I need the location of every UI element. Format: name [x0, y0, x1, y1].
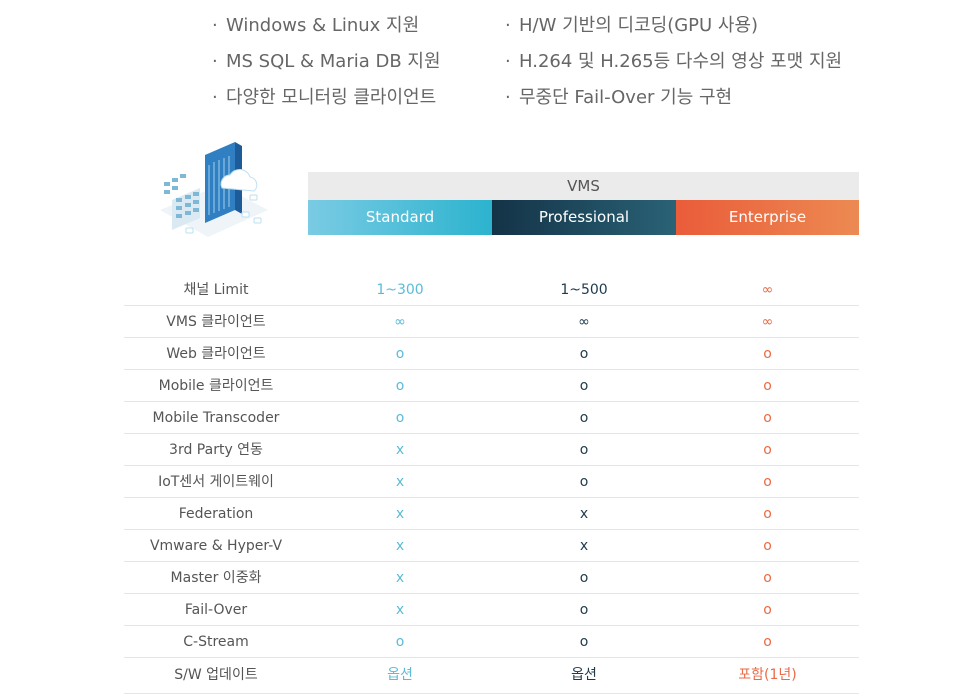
- table-row: Vmware & Hyper-V x x o: [124, 530, 859, 562]
- feature-list: · Windows & Linux 지원 · MS SQL & Maria DB 지…: [0, 10, 980, 120]
- enterprise-cell: o: [763, 602, 772, 618]
- feature-item: · H.264 및 H.265등 다수의 영상 포맷 지원: [505, 46, 842, 82]
- feature-item: · H/W 기반의 디코딩(GPU 사용): [505, 10, 842, 46]
- feature-name-cell: Fail-Over: [184, 602, 248, 618]
- standard-cell: x: [395, 474, 405, 490]
- feature-list-left: · Windows & Linux 지원 · MS SQL & Maria DB 지…: [212, 10, 441, 118]
- bullet: ·: [505, 51, 511, 72]
- feature-text: H/W 기반의 디코딩(GPU 사용): [519, 15, 759, 36]
- feature-name-cell: Vmware & Hyper-V: [149, 538, 283, 554]
- enterprise-cell: o: [763, 570, 772, 586]
- feature-item: · Windows & Linux 지원: [212, 10, 441, 46]
- feature-text: MS SQL & Maria DB 지원: [226, 51, 441, 72]
- enterprise-cell: o: [763, 634, 772, 650]
- server-cloud-icon: [150, 140, 275, 245]
- bullet: ·: [505, 87, 511, 108]
- professional-cell: o: [579, 474, 589, 490]
- standard-cell: x: [395, 602, 405, 618]
- feature-name-cell: VMS 클라이언트: [166, 314, 266, 330]
- bullet: ·: [212, 51, 218, 72]
- standard-cell: o: [395, 346, 405, 362]
- table-row: Mobile 클라이언트 o o o: [124, 370, 859, 402]
- feature-name-cell: Master 이중화: [170, 570, 262, 586]
- feature-item: · 무중단 Fail-Over 기능 구현: [505, 82, 842, 118]
- enterprise-cell: ∞: [761, 282, 774, 298]
- feature-name-cell: S/W 업데이트: [174, 667, 258, 683]
- standard-cell: o: [395, 378, 405, 394]
- bullet: ·: [212, 15, 218, 36]
- table-row: Mobile Transcoder o o o: [124, 402, 859, 434]
- feature-item: · 다양한 모니터링 클라이언트: [212, 82, 441, 118]
- vms-header: VMS Standard Professional Enterprise: [308, 172, 859, 235]
- table-row: C-Stream o o o: [124, 626, 859, 658]
- professional-cell: o: [579, 442, 589, 458]
- comparison-table: 채널 Limit 1~300 1~500 ∞ VMS 클라이언트 ∞ ∞ ∞ Web 클라이언트…: [124, 274, 859, 694]
- feature-name-cell: 채널 Limit: [183, 282, 249, 298]
- professional-cell: ∞: [578, 314, 590, 330]
- professional-cell: x: [579, 538, 589, 554]
- feature-name-cell: Web 클라이언트: [166, 346, 266, 362]
- professional-cell: o: [579, 634, 589, 650]
- feature-name-cell: C-Stream: [183, 634, 249, 650]
- feature-name-cell: Federation: [178, 506, 254, 522]
- feature-name-cell: Mobile 클라이언트: [158, 378, 274, 394]
- professional-cell: 옵션: [571, 667, 597, 683]
- enterprise-cell: o: [763, 538, 772, 554]
- table-row: 3rd Party 연동 x o o: [124, 434, 859, 466]
- enterprise-cell: o: [763, 410, 772, 426]
- professional-cell: o: [579, 570, 589, 586]
- enterprise-cell: o: [763, 346, 772, 362]
- standard-cell: 옵션: [387, 667, 413, 683]
- enterprise-cell: o: [763, 378, 772, 394]
- professional-cell: o: [579, 602, 589, 618]
- enterprise-cell: 포함(1년): [738, 667, 797, 683]
- bullet: ·: [505, 15, 511, 36]
- feature-name-cell: Mobile Transcoder: [152, 410, 280, 426]
- table-row: 채널 Limit 1~300 1~500 ∞: [124, 274, 859, 306]
- feature-text: 무중단 Fail-Over 기능 구현: [519, 87, 733, 108]
- standard-cell: x: [395, 442, 405, 458]
- table-row: Fail-Over x o o: [124, 594, 859, 626]
- tier-professional: Professional: [492, 200, 676, 235]
- feature-text: Windows & Linux 지원: [226, 15, 420, 36]
- enterprise-cell: o: [763, 442, 772, 458]
- professional-cell: 1~500: [560, 282, 608, 298]
- professional-cell: x: [579, 506, 589, 522]
- standard-cell: x: [395, 506, 405, 522]
- tier-standard: Standard: [308, 200, 492, 235]
- feature-text: H.264 및 H.265등 다수의 영상 포맷 지원: [519, 51, 843, 72]
- vms-group-label: VMS: [308, 172, 859, 200]
- tier-header-row: Standard Professional Enterprise: [308, 200, 859, 235]
- tier-enterprise: Enterprise: [676, 200, 859, 235]
- professional-cell: o: [579, 346, 589, 362]
- standard-cell: ∞: [394, 314, 406, 330]
- feature-name-cell: 3rd Party 연동: [169, 442, 263, 458]
- professional-cell: o: [579, 378, 589, 394]
- standard-cell: o: [395, 634, 405, 650]
- table-row: Web 클라이언트 o o o: [124, 338, 859, 370]
- feature-list-right: · H/W 기반의 디코딩(GPU 사용) · H.264 및 H.265등 다수의…: [505, 10, 842, 118]
- professional-cell: o: [579, 410, 589, 426]
- standard-cell: x: [395, 538, 405, 554]
- feature-name-cell: IoT센서 게이트웨이: [158, 474, 274, 490]
- table-row: IoT센서 게이트웨이 x o o: [124, 466, 859, 498]
- enterprise-cell: o: [763, 474, 772, 490]
- standard-cell: 1~300: [376, 282, 424, 298]
- table-row: Master 이중화 x o o: [124, 562, 859, 594]
- enterprise-cell: o: [763, 506, 772, 522]
- enterprise-cell: ∞: [761, 314, 774, 330]
- table-row: Federation x x o: [124, 498, 859, 530]
- table-row: S/W 업데이트 옵션 옵션 포함(1년): [124, 658, 859, 694]
- feature-item: · MS SQL & Maria DB 지원: [212, 46, 441, 82]
- standard-cell: x: [395, 570, 405, 586]
- feature-text: 다양한 모니터링 클라이언트: [226, 87, 437, 108]
- standard-cell: o: [395, 410, 405, 426]
- bullet: ·: [212, 87, 218, 108]
- table-row: VMS 클라이언트 ∞ ∞ ∞: [124, 306, 859, 338]
